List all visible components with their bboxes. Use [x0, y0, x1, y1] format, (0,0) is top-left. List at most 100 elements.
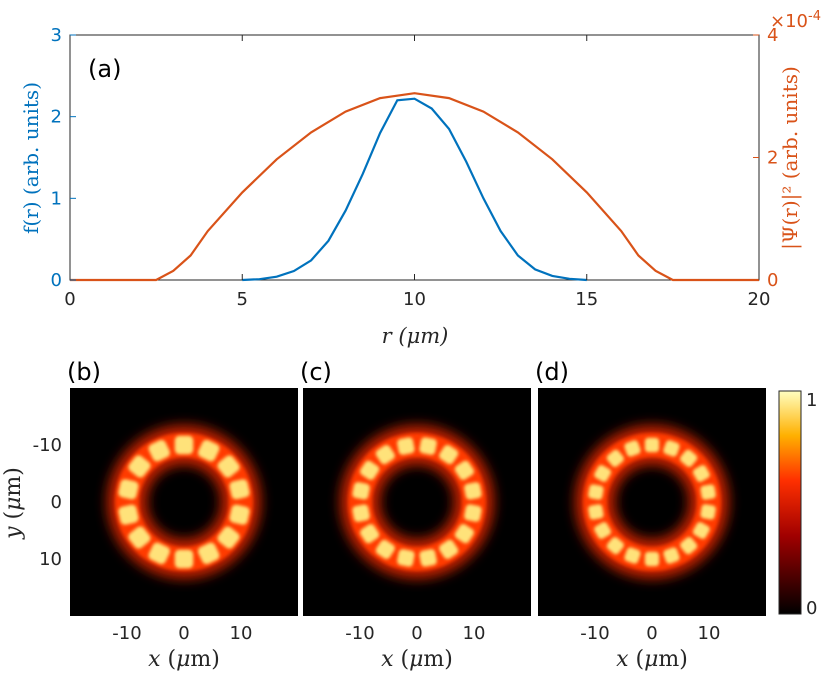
colorbar-tick-bottom: 0: [806, 598, 817, 619]
heatmap-x-axis-label: x (μm): [148, 647, 220, 672]
ring-spot: [624, 440, 641, 457]
ring-spot: [352, 482, 370, 500]
heatmap-panels: (b) -10 0 10 x (μm) -10 0 10 (c) -10 0 10 x (μm) (d) -…: [33, 358, 766, 672]
ring-spot: [229, 479, 250, 500]
colorbar: 1 0: [778, 390, 817, 619]
ring-spot: [217, 526, 240, 549]
ring-spot: [359, 460, 380, 480]
ring-spot: [359, 524, 380, 544]
ring-spot: [464, 504, 482, 522]
ring-spot: [464, 482, 482, 500]
ring-spot: [118, 479, 139, 500]
ring-spot: [229, 504, 250, 525]
y-left-tick-label: 2: [51, 107, 62, 128]
heatmap-panel-b: (b) -10 0 10 x (μm) -10 0 10: [33, 358, 298, 672]
ring-spot: [397, 437, 415, 455]
heatmap-x-axis-label: x (μm): [381, 647, 453, 672]
x-tick-label: 15: [575, 289, 598, 310]
ring-spot: [439, 444, 459, 465]
y-right-tick-label: 0: [767, 270, 778, 291]
plot-a-frame: [69, 34, 760, 281]
ring-core: [348, 433, 486, 571]
heatmap-y-axis-label: y (μm): [1, 467, 26, 540]
y-left-tick-label: 3: [51, 25, 62, 46]
ring-spot: [197, 439, 220, 462]
ring-spot: [439, 539, 459, 560]
panel-label-a: (a): [88, 55, 121, 83]
series-psi-line: [70, 92, 759, 282]
y-left-tick-label: 1: [51, 188, 62, 209]
y-axis-label-left: f(r) (arb. units): [19, 82, 43, 234]
ring-spot: [397, 549, 415, 567]
ring-spot: [375, 539, 395, 560]
heatmap-y-tick-label: 10: [39, 549, 62, 570]
ring-spot: [663, 547, 680, 564]
ring-spot: [700, 504, 716, 520]
y-axis-label-right: |Ψ(r)|² (arb. units): [778, 66, 803, 250]
ring-spot: [594, 465, 612, 482]
heatmap-x-axis-label: x (μm): [616, 647, 688, 672]
heatmap-x-tick-label: 0: [178, 623, 189, 644]
panel-label: (b): [67, 358, 101, 386]
ring-spot: [419, 437, 437, 455]
heatmap-panel-d: (d) -10 0 10 x (μm): [535, 358, 766, 672]
ring-spot: [663, 440, 680, 457]
colorbar-gradient: [778, 390, 802, 615]
heatmap-y-tick-label: -10: [33, 435, 62, 456]
heatmap-x-tick-label: 10: [698, 623, 721, 644]
ring-spot: [352, 504, 370, 522]
ring-spot: [148, 542, 171, 565]
ring-spot: [375, 444, 395, 465]
ring-spot: [606, 537, 624, 555]
heatmap-background: [538, 388, 766, 616]
series-f-line: [242, 97, 587, 282]
ring-spot: [624, 547, 641, 564]
ring-spot: [588, 484, 604, 500]
ring-spot: [174, 549, 194, 569]
heatmap-background: [303, 388, 531, 616]
x-axis-label-a: r (μm): [382, 324, 449, 348]
heatmap-x-tick-label: -10: [580, 623, 609, 644]
ring-spot: [644, 551, 660, 567]
y-right-tick-label: 2: [767, 148, 778, 169]
ring-spot: [419, 549, 437, 567]
ring-spot: [594, 522, 612, 539]
right-axis-multiplier: ×10-4: [770, 9, 821, 32]
ring-spot: [680, 537, 698, 555]
heatmap-x-tick-label: 10: [230, 623, 253, 644]
y-right-tick-label: 4: [767, 25, 778, 46]
panel-label: (c): [300, 358, 332, 386]
ring-spot: [700, 484, 716, 500]
ring-spot: [606, 449, 624, 467]
ring-spot: [174, 435, 194, 455]
ring-spot: [217, 455, 240, 478]
x-tick-label: 5: [237, 289, 248, 310]
ring-spot: [118, 504, 139, 525]
ring-spot: [692, 465, 710, 482]
ring-spot: [148, 439, 171, 462]
ring-spot: [197, 542, 220, 565]
heatmap-background: [70, 388, 298, 616]
y-left-tick-label: 0: [51, 270, 62, 291]
ring-spot: [680, 449, 698, 467]
ring-spot: [588, 504, 604, 520]
heatmap-y-tick-label: 0: [51, 492, 62, 513]
x-tick-label: 20: [748, 289, 771, 310]
x-tick-label: 10: [403, 289, 426, 310]
ring-spot: [128, 455, 151, 478]
heatmap-x-tick-label: 0: [411, 623, 422, 644]
heatmap-x-tick-label: -10: [345, 623, 374, 644]
heatmap-x-tick-label: 10: [463, 623, 486, 644]
ring-spot: [454, 460, 475, 480]
panel-label: (d): [535, 358, 569, 386]
ring-spot: [692, 522, 710, 539]
colorbar-tick-top: 1: [806, 390, 817, 411]
ring-spot: [644, 437, 660, 453]
ring-spot: [128, 526, 151, 549]
heatmap-x-tick-label: -10: [112, 623, 141, 644]
heatmap-panel-c: (c) -10 0 10 x (μm): [300, 358, 531, 672]
x-tick-label: 0: [64, 289, 75, 310]
